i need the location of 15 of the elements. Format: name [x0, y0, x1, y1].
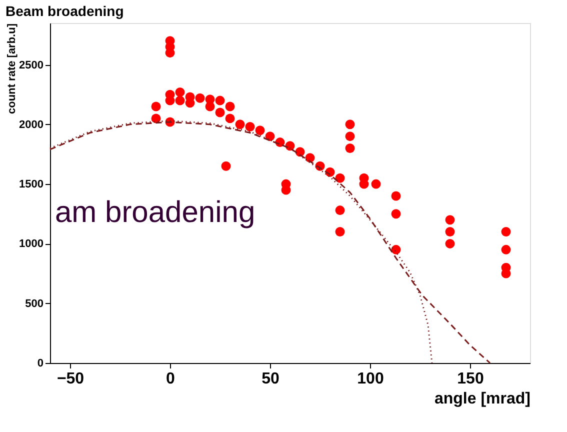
y-tick-label: 2000: [19, 118, 44, 131]
x-tick-label: 50: [262, 370, 280, 388]
x-tick-label: 0: [166, 370, 176, 388]
annotation: am broadening: [55, 196, 256, 229]
y-tick-label: 500: [25, 298, 44, 310]
chart-title: Beam broadening: [6, 3, 124, 19]
x-tick-label: 100: [357, 370, 384, 388]
y-tick-label: 1000: [19, 238, 44, 250]
x-tick-label: −50: [56, 370, 84, 388]
y-tick-label: 2500: [19, 59, 44, 72]
y-axis-title: count rate [arb.u]: [6, 23, 18, 114]
x-axis-title: angle [mrad]: [434, 390, 530, 408]
y-tick-label: 0: [37, 358, 44, 370]
y-tick-label: 1500: [19, 178, 44, 191]
x-tick-label: 150: [457, 370, 484, 388]
